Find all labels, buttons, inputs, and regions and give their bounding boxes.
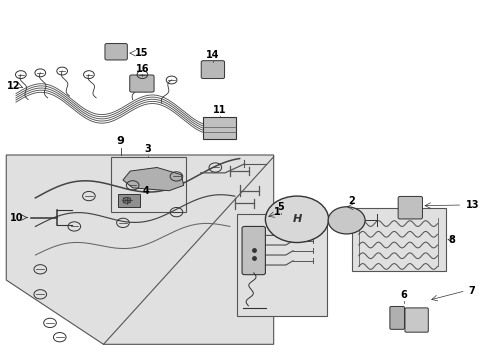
Bar xyxy=(352,207,446,271)
Text: 5: 5 xyxy=(277,202,284,212)
Text: 11: 11 xyxy=(212,105,226,114)
Text: 7: 7 xyxy=(467,286,474,296)
Text: 6: 6 xyxy=(400,290,407,300)
Text: 1: 1 xyxy=(274,207,281,217)
FancyBboxPatch shape xyxy=(404,308,427,332)
Text: 13: 13 xyxy=(465,200,478,210)
Text: 3: 3 xyxy=(144,144,151,154)
Text: 12: 12 xyxy=(7,81,21,91)
Polygon shape xyxy=(122,167,183,191)
Text: 9: 9 xyxy=(116,136,124,146)
Text: 14: 14 xyxy=(206,50,219,60)
Text: 4: 4 xyxy=(142,186,149,197)
Text: 2: 2 xyxy=(347,196,354,206)
Bar xyxy=(111,157,186,212)
FancyBboxPatch shape xyxy=(397,197,422,219)
Circle shape xyxy=(265,196,328,243)
Polygon shape xyxy=(118,194,140,207)
FancyBboxPatch shape xyxy=(242,226,265,275)
FancyBboxPatch shape xyxy=(129,75,154,92)
Bar xyxy=(237,214,326,316)
Text: 16: 16 xyxy=(135,64,149,74)
FancyBboxPatch shape xyxy=(201,61,224,78)
Circle shape xyxy=(327,207,365,234)
FancyBboxPatch shape xyxy=(389,306,404,329)
Text: H: H xyxy=(292,214,301,224)
Bar xyxy=(203,117,236,139)
Text: 10: 10 xyxy=(10,212,23,222)
FancyBboxPatch shape xyxy=(105,44,127,60)
Text: 15: 15 xyxy=(135,48,148,58)
Polygon shape xyxy=(6,155,273,344)
Text: 8: 8 xyxy=(448,235,455,245)
